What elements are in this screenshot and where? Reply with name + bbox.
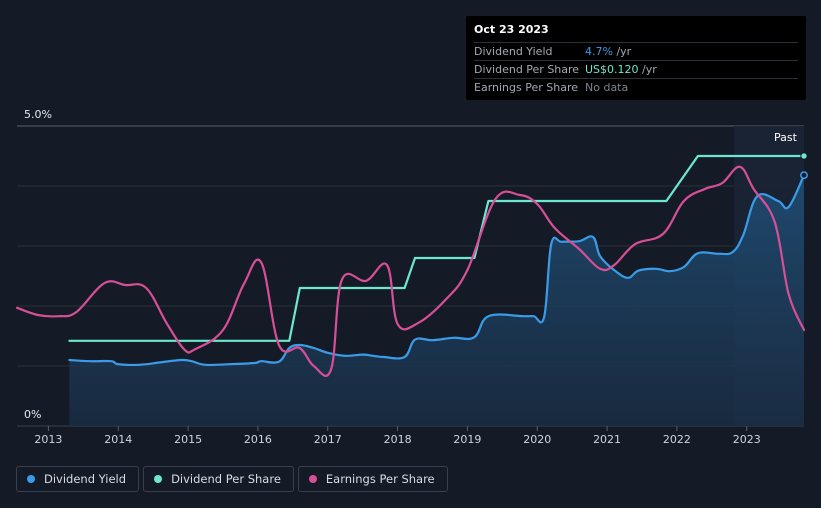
- tooltip-date: Oct 23 2023: [474, 23, 549, 36]
- legend: Dividend Yield Dividend Per Share Earnin…: [16, 466, 448, 492]
- legend-label: Dividend Yield: [44, 472, 127, 486]
- x-tick-label: 2013: [34, 433, 62, 446]
- legend-label: Earnings Per Share: [325, 472, 435, 486]
- x-tick-label: 2020: [523, 433, 551, 446]
- dividend-per-share-line: [68, 154, 806, 342]
- tooltip-row-earnings-per-share: Earnings Per Share No data: [474, 78, 798, 96]
- legend-dot-icon: [27, 475, 35, 483]
- x-tick-label: 2023: [733, 433, 761, 446]
- tooltip-label: Dividend Yield: [474, 45, 553, 58]
- x-tick-label: 2014: [104, 433, 132, 446]
- legend-item-dividend-yield[interactable]: Dividend Yield: [16, 466, 140, 492]
- y-tick-label-top: 5.0%: [24, 108, 52, 121]
- tooltip-label: Earnings Per Share: [474, 81, 579, 94]
- dividend-yield-line: [68, 174, 806, 367]
- earnings-per-share-value: No data: [585, 81, 629, 94]
- dividend-yield-area: [69, 175, 804, 426]
- x-tick-label: 2017: [314, 433, 342, 446]
- legend-item-earnings-per-share[interactable]: Earnings Per Share: [297, 466, 448, 492]
- x-tick-label: 2016: [244, 433, 272, 446]
- dividend-per-share-value: US$0.120: [585, 63, 639, 76]
- x-tick-label: 2018: [384, 433, 412, 446]
- legend-dot-icon: [154, 475, 163, 483]
- legend-dot-icon: [308, 475, 317, 483]
- x-tick-label: 2015: [174, 433, 202, 446]
- dividend-yield-end-marker: [800, 171, 808, 180]
- x-tick-label: 2021: [593, 433, 621, 446]
- dividend-per-share-end-marker: [800, 152, 808, 160]
- unit: /yr: [612, 45, 632, 58]
- tooltip-row-dividend-yield: Dividend Yield 4.7% /yr: [474, 42, 798, 60]
- past-label: Past: [774, 131, 797, 144]
- dividend-yield-value: 4.7%: [585, 45, 613, 58]
- y-tick-label-bottom: 0%: [24, 408, 42, 421]
- tooltip-value: No data: [585, 81, 628, 94]
- tooltip-label: Dividend Per Share: [474, 63, 580, 76]
- x-tick-label: 2022: [663, 433, 691, 446]
- tooltip-row-dividend-per-share: Dividend Per Share US$0.120 /yr: [474, 60, 798, 78]
- earnings-per-share-line: [15, 165, 806, 377]
- legend-item-dividend-per-share[interactable]: Dividend Per Share: [143, 466, 294, 492]
- legend-label: Dividend Per Share: [171, 472, 281, 486]
- tooltip-value: 4.7% /yr: [585, 45, 631, 58]
- tooltip-value: US$0.120 /yr: [585, 63, 657, 76]
- unit: /yr: [638, 63, 657, 76]
- x-tick-label: 2019: [453, 433, 481, 446]
- tooltip: Oct 23 2023 Dividend Yield 4.7% /yr Divi…: [466, 16, 806, 100]
